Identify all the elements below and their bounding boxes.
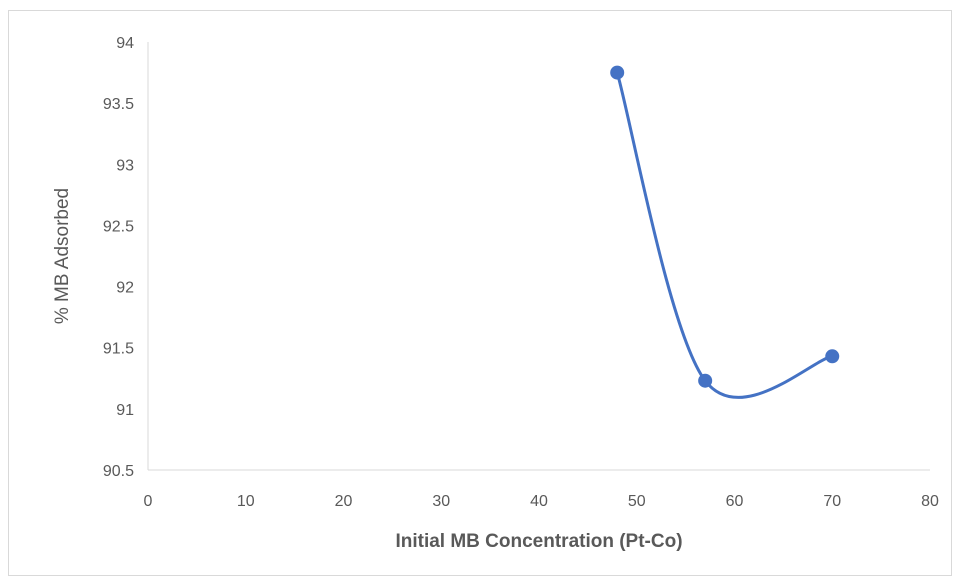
x-tick-label: 40 xyxy=(530,493,548,510)
x-tick-label: 70 xyxy=(823,493,841,510)
series-line xyxy=(615,72,833,399)
y-axis-title: % MB Adsorbed xyxy=(52,188,73,324)
x-tick-label: 60 xyxy=(726,493,744,510)
y-tick-label: 93.5 xyxy=(103,96,134,113)
x-axis-title: Initial MB Concentration (Pt-Co) xyxy=(395,531,682,552)
x-tick-label: 20 xyxy=(335,493,353,510)
data-point-marker xyxy=(610,65,625,80)
y-tick-label: 92 xyxy=(116,280,134,297)
series-layer xyxy=(610,65,840,399)
y-tick-label: 92.5 xyxy=(103,218,134,235)
y-tick-labels: 90.5 91 91.5 92 92.5 93 93.5 94 xyxy=(103,35,134,480)
y-tick-label: 91.5 xyxy=(103,341,134,358)
y-tick-label: 90.5 xyxy=(103,463,134,480)
y-tick-label: 93 xyxy=(116,157,134,174)
data-point-marker xyxy=(698,373,713,388)
y-tick-label: 94 xyxy=(116,35,134,52)
x-tick-label: 0 xyxy=(144,493,153,510)
x-tick-labels: 0 10 20 30 40 50 60 70 80 xyxy=(144,493,939,510)
x-tick-label: 50 xyxy=(628,493,646,510)
x-tick-label: 10 xyxy=(237,493,255,510)
chart-frame xyxy=(8,10,952,576)
y-tick-label: 91 xyxy=(116,402,134,419)
x-tick-label: 30 xyxy=(432,493,450,510)
data-point-marker xyxy=(825,349,840,364)
x-tick-label: 80 xyxy=(921,493,939,510)
